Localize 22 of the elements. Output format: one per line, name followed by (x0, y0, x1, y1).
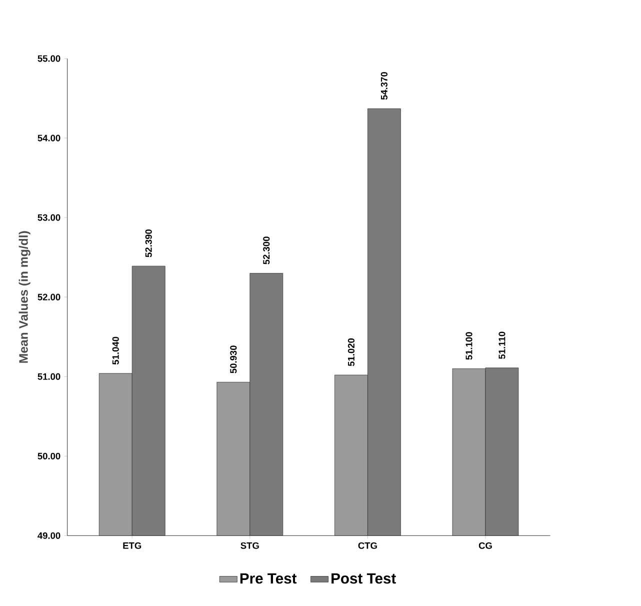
data-label: 50.930 (230, 346, 237, 374)
legend-label: Pre Test (240, 573, 297, 584)
y-tick-label: 55.00 (38, 55, 60, 62)
y-tick-label: 53.00 (38, 214, 60, 221)
x-tick-label: CTG (358, 542, 377, 549)
y-tick-label: 49.00 (38, 532, 60, 539)
x-tick-label: ETG (123, 542, 142, 549)
legend-label: Post Test (332, 573, 396, 584)
data-label: 54.370 (380, 72, 388, 100)
x-tick-label: STG (240, 542, 259, 549)
x-tick-label: CG (478, 542, 492, 549)
y-axis-title: Mean Values (in mg/dl) (18, 231, 30, 363)
data-label: 51.040 (112, 336, 119, 365)
y-tick-label: 50.00 (38, 452, 60, 460)
data-label: 52.390 (145, 230, 152, 258)
data-label: 51.110 (498, 332, 506, 359)
y-tick-label: 54.00 (38, 134, 60, 142)
y-tick-label: 52.00 (38, 294, 60, 300)
data-label: 51.100 (466, 332, 472, 360)
data-label: 51.020 (348, 338, 354, 366)
y-tick-label: 51.00 (38, 373, 60, 380)
data-label: 52.300 (263, 236, 270, 264)
